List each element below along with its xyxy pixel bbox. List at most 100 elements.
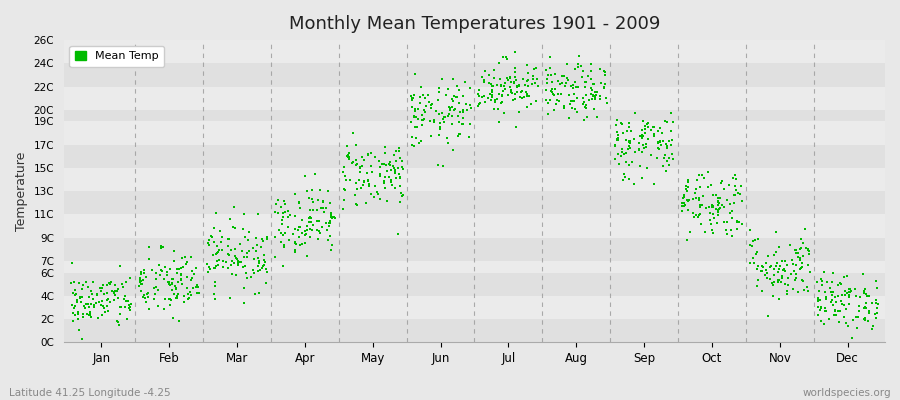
Point xyxy=(486,75,500,82)
Point xyxy=(247,267,261,274)
Point xyxy=(776,267,790,273)
Point xyxy=(298,232,312,238)
Point xyxy=(763,276,778,282)
Point xyxy=(478,68,492,74)
Point xyxy=(726,200,741,206)
Point xyxy=(141,290,156,296)
Point xyxy=(338,164,352,170)
Point xyxy=(590,89,604,96)
Point xyxy=(252,258,266,264)
Point xyxy=(377,144,392,150)
Point xyxy=(598,94,613,101)
Point xyxy=(355,154,369,161)
Point xyxy=(395,164,410,170)
Point xyxy=(355,185,369,192)
Point xyxy=(842,289,857,296)
Point xyxy=(415,122,429,128)
Point xyxy=(349,202,364,208)
Point xyxy=(452,100,466,106)
Point xyxy=(323,233,338,240)
Point xyxy=(459,101,473,108)
Point xyxy=(608,142,622,149)
Point xyxy=(210,258,224,264)
Point xyxy=(767,266,781,272)
Point xyxy=(304,186,319,193)
Point xyxy=(305,195,320,202)
Point xyxy=(357,157,372,163)
Point xyxy=(788,275,803,282)
Point xyxy=(455,108,470,115)
Point xyxy=(577,99,591,106)
Point xyxy=(84,288,98,294)
Point xyxy=(797,226,812,232)
Point xyxy=(202,242,216,248)
Point xyxy=(800,247,814,254)
Point xyxy=(64,280,78,287)
Point xyxy=(527,80,542,87)
Point xyxy=(780,282,795,288)
Point xyxy=(227,260,241,266)
Point xyxy=(810,279,824,285)
Point xyxy=(303,214,318,220)
Point xyxy=(659,141,673,147)
Point xyxy=(102,280,116,286)
Point xyxy=(666,119,680,125)
Point xyxy=(380,168,394,174)
Point xyxy=(868,300,883,306)
Point xyxy=(170,293,184,299)
Point xyxy=(493,76,508,82)
Point xyxy=(651,140,665,146)
Point xyxy=(95,282,110,288)
Point xyxy=(360,151,374,158)
Point xyxy=(610,150,625,157)
Point xyxy=(475,74,490,80)
Point xyxy=(826,270,841,276)
Point xyxy=(778,268,792,275)
Point xyxy=(452,130,466,137)
Point xyxy=(440,140,454,146)
Point xyxy=(440,86,454,93)
Point xyxy=(735,198,750,204)
Point xyxy=(812,287,826,294)
Point xyxy=(415,112,429,118)
Point xyxy=(415,117,429,123)
Point xyxy=(548,86,562,92)
Point xyxy=(407,92,421,98)
Point xyxy=(238,234,252,240)
Point xyxy=(760,313,775,319)
Point xyxy=(556,72,571,79)
Point xyxy=(811,298,825,304)
Point xyxy=(416,117,430,123)
Point xyxy=(626,181,641,188)
Point xyxy=(373,172,387,179)
Point xyxy=(563,97,578,104)
Point xyxy=(257,262,272,268)
Point xyxy=(133,275,148,282)
Point xyxy=(485,82,500,89)
Point xyxy=(660,158,674,164)
Point xyxy=(256,238,270,244)
Point xyxy=(321,223,336,230)
Point xyxy=(169,284,184,291)
Point xyxy=(735,220,750,227)
Point xyxy=(518,82,532,89)
Point xyxy=(632,147,646,153)
Point xyxy=(71,309,86,316)
Point xyxy=(141,294,156,300)
Point xyxy=(71,310,86,317)
Point xyxy=(364,190,378,197)
Point xyxy=(255,265,269,271)
Point xyxy=(360,178,374,184)
Bar xyxy=(64,145,885,168)
Point xyxy=(184,275,199,281)
Point xyxy=(493,83,508,89)
Point xyxy=(584,68,598,74)
Point xyxy=(845,335,859,341)
Point xyxy=(317,208,331,215)
Point xyxy=(587,81,601,88)
Point xyxy=(67,279,81,286)
Point xyxy=(868,311,882,317)
Point xyxy=(165,280,179,286)
Point xyxy=(273,227,287,234)
Point xyxy=(711,194,725,201)
